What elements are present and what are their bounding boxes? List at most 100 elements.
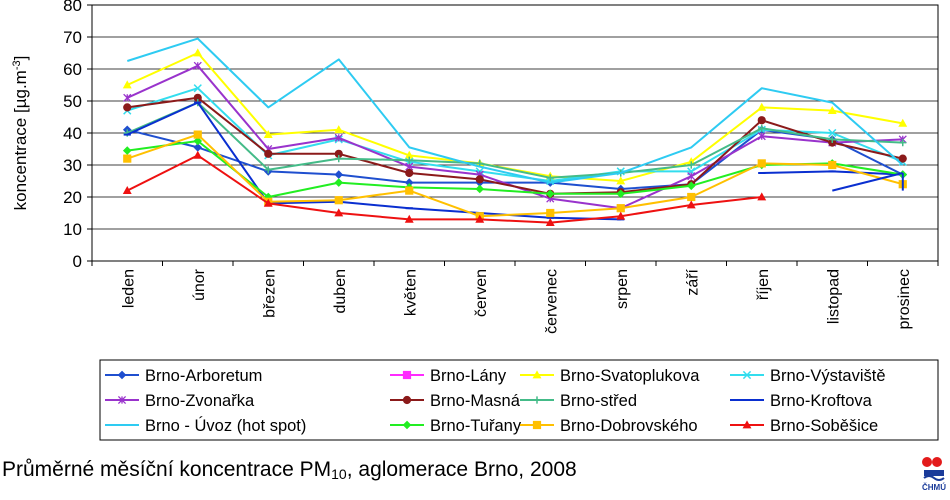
series-3-point <box>193 84 202 93</box>
series-0-line <box>127 128 904 190</box>
series-4-point <box>687 172 696 181</box>
legend-label: Brno-Kroftova <box>770 392 873 410</box>
legend-item: Brno-Lány <box>390 367 507 385</box>
legend-label: Brno-Svatoplukova <box>560 367 700 385</box>
series-11-line <box>126 154 762 224</box>
x-tick-label: listopad <box>825 269 842 324</box>
series-5-line <box>127 96 904 195</box>
series-10-point <box>828 160 837 170</box>
series-9-point <box>686 181 696 191</box>
x-tick-label: říjen <box>755 269 772 300</box>
series-5-point <box>475 175 484 184</box>
series-11-point <box>193 150 203 159</box>
legend: Brno-Arboretum Brno-Lány Brno-Svatoplukova… <box>99 359 939 441</box>
series-11-group <box>122 150 767 226</box>
legend-marker <box>117 370 127 380</box>
legend-marker <box>117 395 127 405</box>
y-tick-label: 20 <box>63 188 82 207</box>
x-tick-label: září <box>684 268 701 295</box>
legend-item: Brno-Výstaviště <box>730 367 886 385</box>
series-4-point <box>193 61 202 70</box>
legend-item: Brno-Dobrovského <box>520 417 698 435</box>
series-11-point <box>122 185 132 194</box>
legend-item: Brno-Zvonařka <box>105 392 255 410</box>
legend-marker <box>532 370 542 379</box>
legend-marker <box>742 370 752 380</box>
series-11-point <box>686 200 696 209</box>
extra-segment-0 <box>832 172 904 192</box>
legend-marker <box>532 420 542 430</box>
legend-marker <box>402 370 412 380</box>
y-tick-label: 40 <box>63 124 82 143</box>
x-tick-label: únor <box>191 268 208 301</box>
x-tick-label: duben <box>332 269 349 314</box>
caption-suffix: , aglomerace Brno, 2008 <box>346 458 577 481</box>
series-5-point <box>264 149 273 158</box>
logo-text: ČHMÚ <box>922 483 946 492</box>
series-2-point <box>757 102 767 111</box>
legend-label: Brno-Soběšice <box>770 417 878 435</box>
series-4-point <box>757 132 766 141</box>
series-11-point <box>616 211 626 220</box>
caption-prefix: Průměrné měsíční koncentrace PM <box>2 458 332 481</box>
series-11-point <box>263 198 273 207</box>
legend-label: Brno - Úvoz (hot spot) <box>145 416 306 435</box>
series-6-point <box>687 161 695 169</box>
line-chart: 0 10 20 30 40 50 60 70 80 leden únor březen duben kvě… <box>11 0 939 441</box>
series-11-point <box>545 217 555 226</box>
legend-item: Brno-Soběšice <box>730 417 878 435</box>
series-5-point <box>898 154 907 163</box>
x-tick-label: srpen <box>614 269 631 309</box>
legend-item: Brno-Kroftova <box>730 392 873 410</box>
legend-marker <box>402 395 412 405</box>
series-6-point <box>828 135 836 143</box>
series-9-point <box>193 136 203 146</box>
series-11-point <box>757 192 767 201</box>
series-2-point <box>827 105 837 114</box>
series-10-point <box>405 186 414 195</box>
legend-item: Brno-Arboretum <box>105 367 262 385</box>
x-tick-label: červen <box>473 269 490 317</box>
series-2-point <box>898 118 908 127</box>
series-10-point <box>123 154 132 163</box>
legend-label: Brno-střed <box>560 392 637 410</box>
series-3-point <box>828 128 837 138</box>
series-4-point <box>123 93 132 102</box>
series-5-point <box>405 168 414 178</box>
series-6-point <box>405 156 413 164</box>
series-2-point <box>616 176 626 185</box>
legend-label: Brno-Masná <box>430 392 521 410</box>
series-6-point <box>335 155 343 163</box>
series-10-point <box>757 159 766 168</box>
series-2-point <box>263 129 273 138</box>
legend-item: Brno-Tuřany <box>390 417 522 435</box>
series-11-point <box>404 214 414 223</box>
series-8-line <box>126 37 904 184</box>
y-tick-label: 70 <box>63 28 82 47</box>
legend-item: Brno-střed <box>520 392 637 410</box>
series-9-line <box>127 140 903 198</box>
series-9-point <box>475 184 485 194</box>
y-tick-label: 80 <box>63 0 82 15</box>
series-10-point <box>687 192 696 202</box>
series-5-point <box>123 103 132 112</box>
series-2-point <box>122 80 132 89</box>
series-10-point <box>334 196 343 205</box>
series-2-point <box>193 48 203 57</box>
series-11-point <box>475 214 485 223</box>
series-6-line <box>126 101 903 179</box>
series-5-point <box>757 116 766 125</box>
series-2-point <box>334 125 344 134</box>
y-tick-label: 50 <box>63 92 82 111</box>
legend-marker <box>533 396 541 404</box>
series-9-point <box>616 189 626 199</box>
legend-label: Brno-Zvonařka <box>145 392 255 410</box>
legend-marker <box>402 420 412 430</box>
legend-label: Brno-Lány <box>430 367 507 385</box>
caption-subscript: 10 <box>331 466 347 482</box>
legend-label: Brno-Dobrovského <box>560 417 698 435</box>
series-11-point <box>334 208 344 217</box>
legend-label: Brno-Výstaviště <box>770 367 886 385</box>
x-tick-label: leden <box>120 269 137 308</box>
series-9-point <box>122 146 132 155</box>
